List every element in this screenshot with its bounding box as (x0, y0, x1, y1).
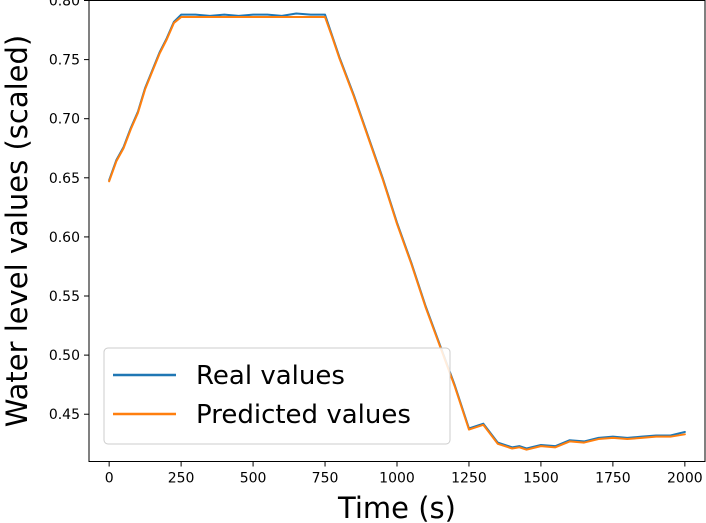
x-tick-label: 1500 (523, 471, 559, 487)
y-axis: 0.45 0.50 0.55 0.60 0.65 0.70 0.75 0.80 (49, 0, 89, 423)
x-axis: 0 250 500 750 1000 1250 1500 1750 2000 (105, 461, 703, 487)
y-tick-label: 0.55 (49, 289, 80, 305)
legend: Real values Predicted values (103, 347, 451, 445)
x-tick-label: 1000 (379, 471, 415, 487)
legend-label-real-values: Real values (196, 361, 345, 391)
series-layer (108, 12, 686, 451)
y-axis-title: Water level values (scaled) (0, 35, 34, 427)
y-tick-label: 0.65 (49, 171, 80, 187)
y-tick-label: 0.45 (49, 407, 80, 423)
x-tick-label: 1750 (595, 471, 631, 487)
y-tick-label: 0.80 (49, 0, 80, 10)
y-tick-label: 0.60 (49, 230, 80, 246)
y-tick-label: 0.50 (49, 348, 80, 364)
x-axis-title: Time (s) (337, 491, 456, 523)
x-tick-label: 250 (168, 471, 195, 487)
legend-box (103, 347, 451, 445)
y-tick-label: 0.75 (49, 53, 80, 69)
x-tick-label: 750 (312, 471, 339, 487)
x-tick-label: 0 (105, 471, 114, 487)
x-tick-label: 500 (240, 471, 267, 487)
legend-label-predicted-values: Predicted values (196, 400, 411, 430)
x-tick-label: 1250 (451, 471, 487, 487)
y-tick-label: 0.70 (49, 112, 80, 128)
series-line-predicted-values (108, 16, 686, 451)
x-tick-label: 2000 (667, 471, 703, 487)
